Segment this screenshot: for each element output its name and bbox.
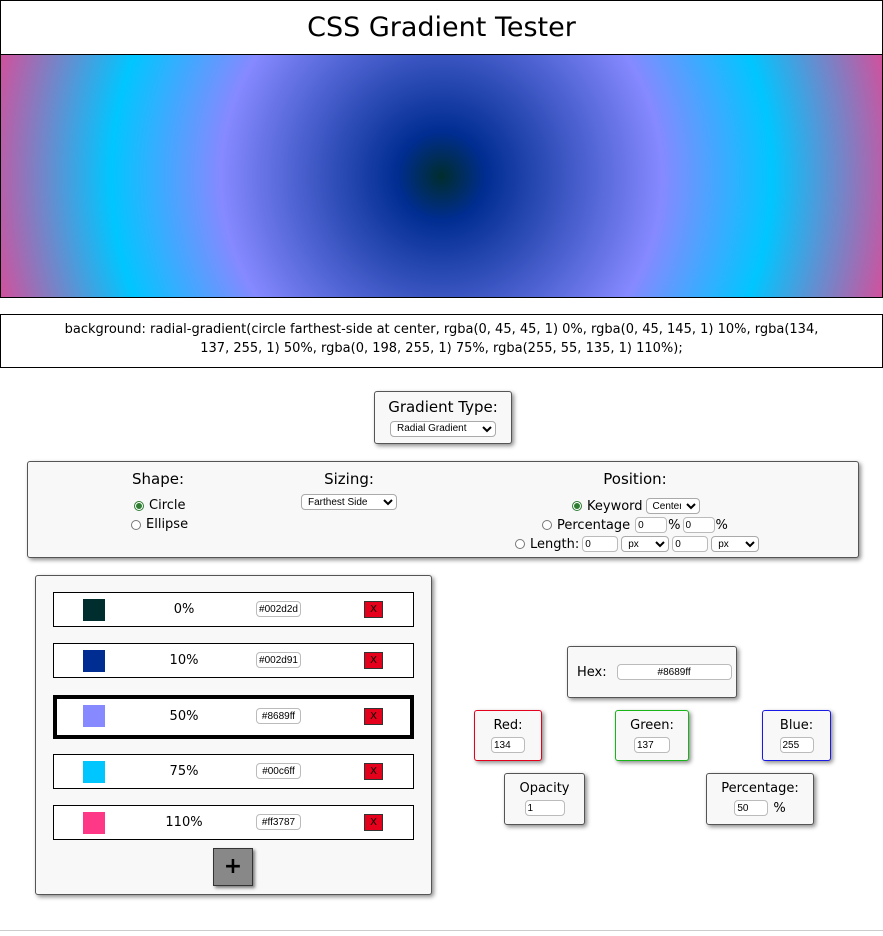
- position-pct-x-input[interactable]: [635, 517, 668, 533]
- position-pct-y-unit: %: [715, 517, 728, 533]
- hex-label: Hex:: [577, 664, 607, 680]
- position-keyword-label: Keyword: [587, 498, 643, 514]
- shape-ellipse-radio[interactable]: [131, 519, 141, 530]
- red-label: Red:: [493, 718, 523, 733]
- color-stop-hex-input[interactable]: [256, 814, 301, 830]
- color-stop-row[interactable]: 10% X: [53, 643, 414, 678]
- position-len-x-unit-select[interactable]: px: [621, 536, 670, 552]
- page-title-text: CSS Gradient Tester: [307, 12, 576, 43]
- color-stop-swatch[interactable]: [83, 705, 105, 727]
- percentage-row: %: [707, 800, 813, 816]
- position-percentage-label: Percentage: [557, 517, 631, 533]
- position-length-radio[interactable]: [515, 539, 525, 549]
- color-stop-row[interactable]: 110% X: [53, 805, 414, 840]
- position-length-option[interactable]: Length: px px: [515, 536, 760, 552]
- hex-input[interactable]: [616, 664, 732, 680]
- blue-label: Blue:: [779, 718, 814, 733]
- color-stop-swatch[interactable]: [83, 599, 105, 621]
- sizing-select[interactable]: Farthest Side: [301, 494, 397, 510]
- position-len-y-unit-select[interactable]: px: [711, 536, 760, 552]
- percentage-unit: %: [773, 800, 786, 816]
- position-keyword-radio[interactable]: [572, 501, 582, 511]
- shape-ellipse-option[interactable]: Ellipse: [131, 517, 188, 532]
- green-label: Green:: [630, 718, 674, 733]
- page-title: CSS Gradient Tester: [0, 0, 883, 55]
- color-stop-percent: 10%: [169, 653, 199, 668]
- position-len-y-input[interactable]: [672, 536, 709, 552]
- position-pct-x-unit: %: [668, 517, 681, 533]
- color-stop-row-selected[interactable]: 50% X: [53, 695, 414, 739]
- remove-stop-button[interactable]: X: [364, 652, 383, 669]
- sizing-label: Sizing:: [324, 470, 374, 488]
- remove-stop-button[interactable]: X: [364, 601, 383, 618]
- color-stop-row[interactable]: 75% X: [53, 754, 414, 789]
- shape-circle-radio[interactable]: [134, 500, 144, 511]
- opacity-input[interactable]: [524, 800, 565, 816]
- footer-divider: [0, 930, 883, 931]
- position-keyword-option[interactable]: Keyword Center: [572, 498, 700, 514]
- position-keyword-select[interactable]: Center: [645, 498, 700, 514]
- color-stop-hex-input[interactable]: [256, 652, 301, 668]
- gradient-type-label: Gradient Type:: [388, 398, 498, 416]
- red-input[interactable]: [491, 737, 525, 753]
- color-stops-panel: 0% X 10% X 50% X 75% X 110% X +: [35, 575, 432, 895]
- gradient-type-select[interactable]: Radial Gradient: [390, 420, 496, 437]
- position-len-x-input[interactable]: [582, 536, 619, 552]
- color-stop-hex-input[interactable]: [256, 708, 301, 724]
- add-stop-button[interactable]: +: [213, 848, 253, 886]
- remove-stop-button[interactable]: X: [364, 763, 383, 780]
- color-stop-row[interactable]: 0% X: [53, 592, 414, 627]
- color-stop-hex-input[interactable]: [256, 763, 301, 779]
- position-length-label: Length:: [530, 536, 580, 552]
- red-panel: Red:: [474, 710, 542, 761]
- color-stop-swatch[interactable]: [83, 761, 105, 783]
- blue-input[interactable]: [779, 737, 814, 753]
- gradient-options-panel: Shape: Circle Ellipse Sizing: Farthest S…: [27, 461, 859, 558]
- opacity-panel: Opacity: [504, 773, 585, 825]
- green-input[interactable]: [634, 737, 670, 753]
- percentage-label: Percentage:: [721, 781, 799, 796]
- shape-circle-label: Circle: [149, 498, 186, 513]
- shape-label: Shape:: [131, 470, 185, 488]
- green-panel: Green:: [615, 710, 689, 761]
- color-stop-hex-input[interactable]: [256, 601, 301, 617]
- color-stop-percent: 75%: [169, 764, 199, 779]
- shape-circle-option[interactable]: Circle: [134, 498, 186, 513]
- position-label: Position:: [603, 470, 667, 488]
- color-stop-percent: 50%: [169, 709, 199, 724]
- blue-panel: Blue:: [762, 710, 831, 761]
- remove-stop-button[interactable]: X: [364, 708, 383, 725]
- color-stop-swatch[interactable]: [83, 650, 105, 672]
- gradient-preview: [0, 54, 883, 298]
- percentage-panel: Percentage: %: [706, 773, 814, 825]
- position-percentage-option[interactable]: Percentage % %: [542, 517, 728, 533]
- remove-stop-button[interactable]: X: [364, 814, 383, 831]
- css-output-text: background: radial-gradient(circle farth…: [0, 314, 883, 368]
- opacity-label: Opacity: [519, 781, 570, 796]
- color-stop-percent: 110%: [165, 815, 203, 830]
- position-pct-y-input[interactable]: [682, 517, 715, 533]
- shape-ellipse-label: Ellipse: [146, 517, 189, 532]
- position-percentage-radio[interactable]: [542, 520, 552, 530]
- hex-panel: Hex:: [567, 646, 737, 698]
- color-stop-percent: 0%: [173, 602, 195, 617]
- percentage-input[interactable]: [734, 800, 769, 816]
- color-stop-swatch[interactable]: [83, 812, 105, 834]
- gradient-type-panel: Gradient Type: Radial Gradient: [374, 391, 512, 444]
